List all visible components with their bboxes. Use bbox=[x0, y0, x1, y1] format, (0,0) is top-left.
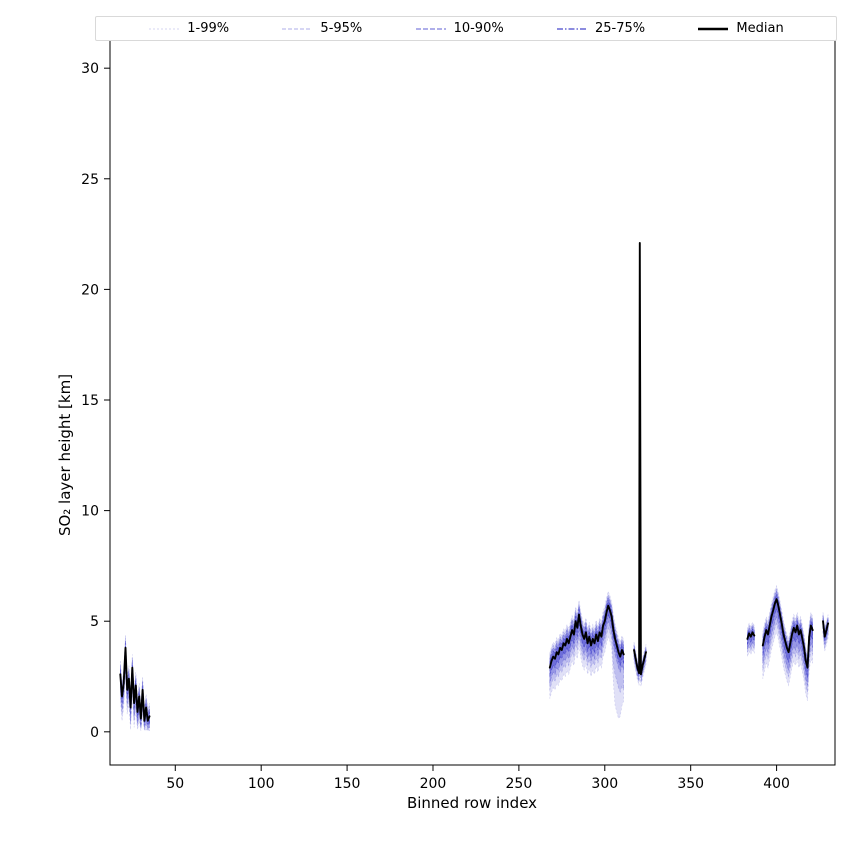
band-25-75% bbox=[762, 593, 813, 678]
legend-item: 10-90% bbox=[415, 21, 504, 36]
x-tick-label: 250 bbox=[506, 776, 533, 792]
y-tick-label: 0 bbox=[90, 725, 99, 741]
x-tick-label: 350 bbox=[677, 776, 704, 792]
median-line bbox=[746, 631, 756, 640]
x-tick-label: 150 bbox=[334, 776, 361, 792]
x-tick-label: 300 bbox=[591, 776, 618, 792]
y-tick-label: 15 bbox=[81, 393, 99, 409]
y-tick-label: 25 bbox=[81, 172, 99, 188]
x-tick-label: 400 bbox=[763, 776, 790, 792]
legend-item: 25-75% bbox=[556, 21, 645, 36]
plot-area: 50 100 150 200 250 300 350 400 0 5 10 15 20 25 30 bbox=[81, 34, 836, 792]
median-line bbox=[761, 598, 814, 669]
x-tick-label: 50 bbox=[166, 776, 184, 792]
x-tick-label: 200 bbox=[420, 776, 447, 792]
legend-label: Median bbox=[736, 21, 784, 36]
legend-line-sample bbox=[282, 28, 313, 29]
legend-line-sample bbox=[556, 27, 587, 30]
band-10-90% bbox=[762, 590, 813, 686]
legend-line-sample bbox=[415, 27, 446, 30]
median-line bbox=[633, 241, 647, 676]
x-axis-label: Binned row index bbox=[407, 794, 537, 812]
y-tick-label: 5 bbox=[90, 614, 99, 630]
median-line bbox=[119, 646, 151, 722]
y-tick-label: 10 bbox=[81, 504, 99, 520]
legend-label: 1-99% bbox=[187, 21, 230, 36]
x-tick-label: 100 bbox=[248, 776, 275, 792]
legend: 1-99% 5-95% 10-90% 25-75% Median bbox=[95, 16, 837, 41]
band-5-95% bbox=[633, 242, 647, 684]
legend-line-sample bbox=[698, 27, 729, 30]
median-line bbox=[822, 620, 830, 638]
y-tick-label: 20 bbox=[81, 282, 99, 298]
legend-item: Median bbox=[697, 21, 784, 36]
legend-label: 25-75% bbox=[594, 21, 646, 36]
y-axis-label: SO₂ layer height [km] bbox=[56, 374, 74, 536]
legend-item: 1-99% bbox=[148, 21, 229, 36]
legend-label: 10-90% bbox=[453, 21, 504, 36]
y-tick-label: 30 bbox=[81, 61, 99, 77]
legend-label: 5-95% bbox=[320, 21, 363, 36]
median-line bbox=[548, 604, 625, 669]
legend-line-sample bbox=[149, 28, 180, 29]
plot-background bbox=[110, 35, 835, 765]
legend-item: 5-95% bbox=[281, 21, 362, 36]
